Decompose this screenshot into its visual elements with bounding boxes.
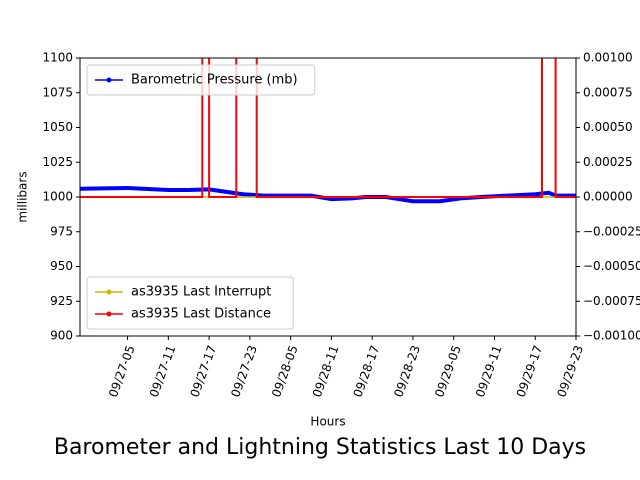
plot-area: [80, 0, 576, 204]
y-tick-label: 1100: [42, 51, 73, 65]
x-tick-label: 09/28-11: [310, 343, 342, 399]
x-tick-label: 09/29-11: [473, 343, 505, 399]
y-tick-label: 950: [50, 259, 73, 273]
y2-tick-label: −0.00050: [583, 259, 640, 273]
legend-marker: [106, 77, 112, 83]
y-tick-label: 1050: [42, 120, 73, 134]
y2-tick-label: 0.00000: [583, 190, 633, 204]
legend-label: Barometric Pressure (mb): [131, 73, 298, 88]
chart-title: Barometer and Lightning Statistics Last …: [54, 435, 586, 460]
x-tick-label: 09/29-05: [432, 343, 464, 399]
legend-marker: [106, 311, 112, 317]
y2-tick-label: 0.00100: [583, 51, 633, 65]
x-axis-label: Hours: [310, 415, 345, 429]
series-line: [80, 0, 576, 197]
x-tick-label: 09/27-23: [228, 343, 260, 399]
x-tick-label: 09/28-23: [391, 343, 423, 399]
legend-label: as3935 Last Distance: [131, 307, 271, 322]
y-tick-label: 1025: [42, 155, 73, 169]
x-tick-label: 09/27-11: [147, 343, 179, 399]
legend-label: as3935 Last Interrupt: [131, 285, 271, 300]
y2-tick-label: −0.00025: [583, 224, 640, 238]
y-tick-label: 975: [50, 224, 73, 238]
y2-tick-label: −0.00100: [583, 329, 640, 343]
series-line: [80, 185, 576, 204]
legend-marker: [106, 289, 112, 295]
x-tick-label: 09/27-17: [188, 343, 220, 399]
x-tick-label: 09/27-05: [106, 343, 138, 399]
y-tick-label: 1000: [42, 190, 73, 204]
y-axis-label: millibars: [16, 171, 30, 222]
legend-box: [86, 276, 294, 330]
legend-box: [86, 64, 316, 96]
y2-tick-label: −0.00075: [583, 294, 640, 308]
y-tick-label: 1075: [42, 85, 73, 99]
x-tick-label: 09/28-17: [351, 343, 383, 399]
y2-tick-label: 0.00075: [583, 85, 633, 99]
y-tick-label: 900: [50, 329, 73, 343]
y-tick-label: 925: [50, 294, 73, 308]
y2-tick-label: 0.00025: [583, 155, 633, 169]
x-tick-label: 09/29-17: [514, 343, 546, 399]
x-tick-label: 09/28-05: [269, 343, 301, 399]
x-tick-label: 09/29-23: [554, 343, 586, 399]
y2-tick-label: 0.00050: [583, 120, 633, 134]
